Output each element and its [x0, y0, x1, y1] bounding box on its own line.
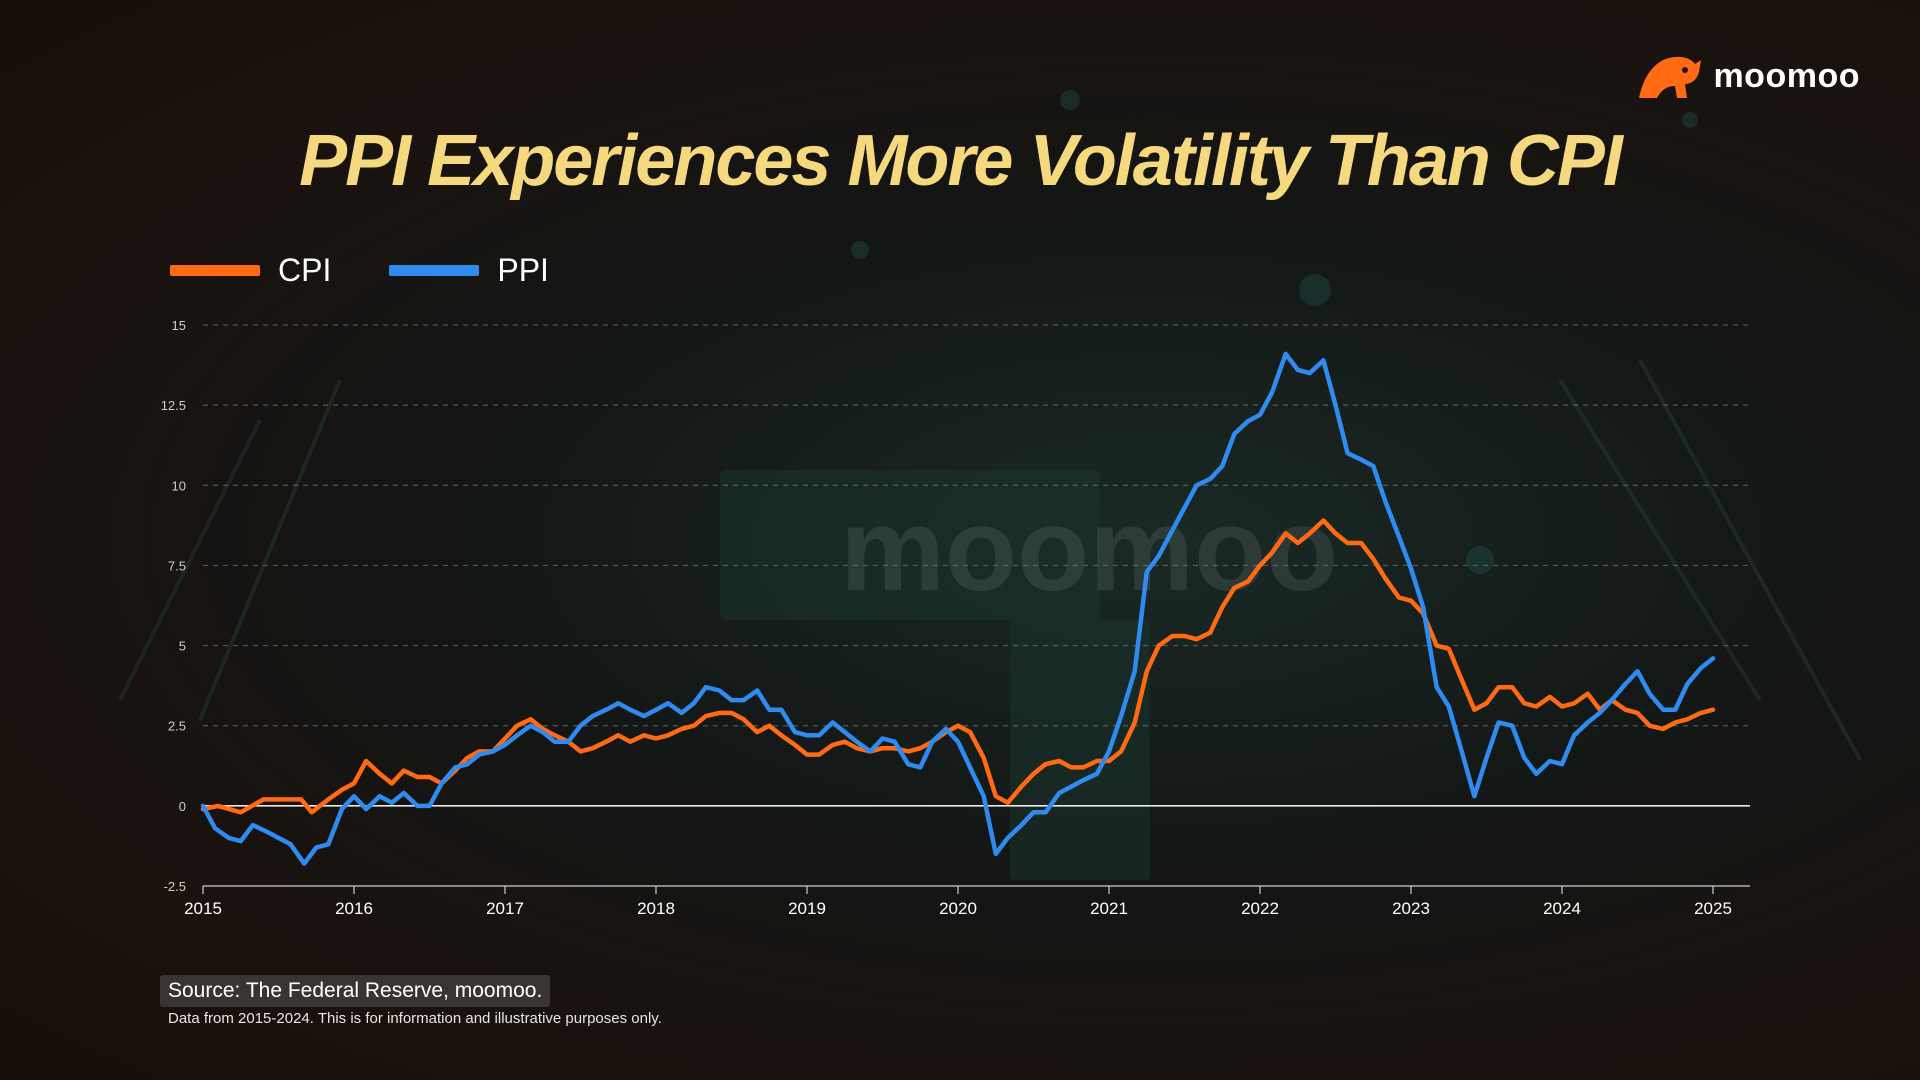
x-tick-label: 2022: [1241, 899, 1279, 918]
y-tick-label: 7.5: [168, 558, 186, 573]
x-tick-label: 2021: [1090, 899, 1128, 918]
x-tick-label: 2016: [335, 899, 373, 918]
chart-legend: CPI PPI: [170, 252, 607, 289]
y-tick-label: 2.5: [168, 719, 186, 734]
legend-item-cpi: CPI: [170, 252, 331, 289]
legend-label-cpi: CPI: [278, 252, 332, 288]
y-tick-label: 15: [172, 318, 186, 333]
legend-label-ppi: PPI: [497, 252, 549, 288]
series-line-ppi: [200, 351, 1716, 866]
chart-title: PPI Experiences More Volatility Than CPI: [299, 121, 1623, 201]
brand-logo: moomoo: [1637, 50, 1860, 102]
source-note: Source: The Federal Reserve, moomoo.: [160, 975, 551, 1007]
x-tick-label: 2020: [939, 899, 977, 918]
x-tick-label: 2017: [486, 899, 524, 918]
brand-name: moomoo: [1713, 56, 1860, 95]
x-tick-label: 2018: [637, 899, 675, 918]
disclaimer-note: Data from 2015-2024. This is for informa…: [168, 1010, 662, 1027]
y-tick-label: -2.5: [164, 879, 186, 894]
y-tick-label: 5: [179, 639, 186, 654]
legend-item-ppi: PPI: [389, 252, 549, 289]
y-tick-label: 10: [172, 478, 186, 493]
watermark-text: moomoo: [840, 484, 1338, 616]
x-tick-label: 2024: [1543, 899, 1581, 918]
legend-swatch-ppi: [389, 265, 480, 276]
x-tick-label: 2023: [1392, 899, 1430, 918]
legend-swatch-cpi: [170, 265, 260, 276]
x-tick-label: 2015: [184, 899, 222, 918]
x-tick-label: 2019: [788, 899, 826, 918]
bull-icon: [1639, 56, 1702, 98]
x-tick-label: 2025: [1694, 899, 1732, 918]
y-tick-label: 0: [179, 799, 186, 814]
y-tick-label: 12.5: [161, 398, 186, 413]
